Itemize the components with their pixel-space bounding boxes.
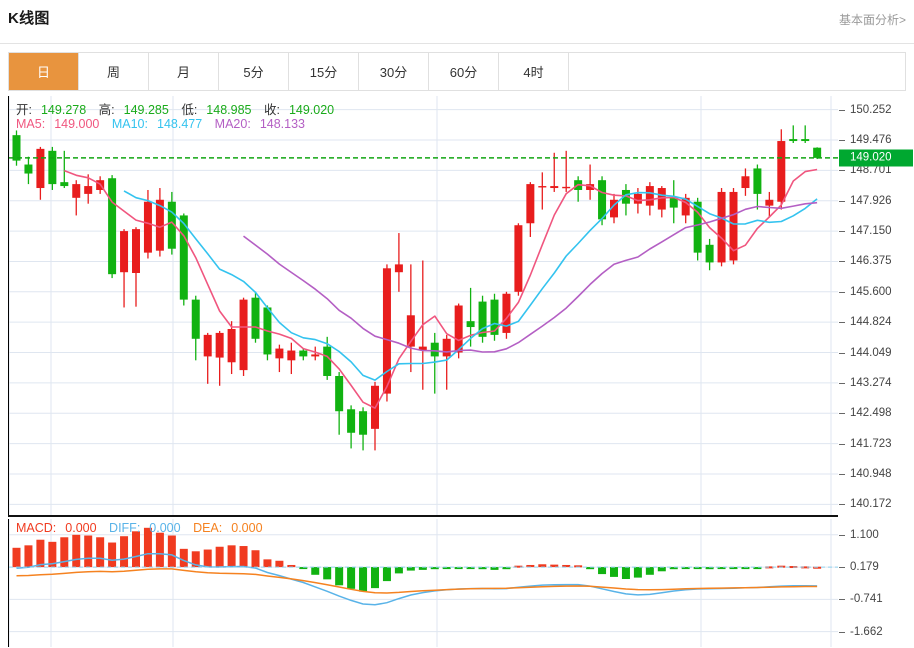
- price-axis-label: 140.948: [850, 467, 892, 480]
- fundamental-analysis-link[interactable]: 基本面分析>: [838, 13, 906, 27]
- axis-tick: [839, 109, 845, 111]
- axis-tick: [839, 322, 845, 324]
- axis-tick: [839, 534, 845, 536]
- macd-chart[interactable]: [8, 519, 838, 647]
- page-header: K线图 基本面分析>: [0, 0, 914, 44]
- price-axis-label: 146.375: [850, 255, 892, 268]
- axis-tick: [839, 631, 845, 633]
- macd-axis-label: -0.741: [850, 593, 883, 606]
- tab-bar-filler: [569, 53, 905, 90]
- axis-tick: [839, 140, 845, 141]
- header-divider: [0, 43, 914, 44]
- axis-tick: [839, 200, 845, 202]
- page-title: K线图: [8, 10, 50, 27]
- price-axis-label: 147.926: [850, 194, 892, 207]
- axis-tick: [839, 291, 845, 293]
- price-axis-label: 142.498: [850, 407, 892, 420]
- price-axis-label: 144.049: [850, 346, 892, 359]
- tab-5[interactable]: 30分: [359, 53, 429, 90]
- axis-tick: [839, 352, 845, 354]
- axis-tick: [839, 599, 845, 601]
- macd-axis-label: 0.179: [850, 561, 879, 574]
- macd-axis-label: -1.662: [850, 625, 883, 638]
- price-axis-label: 143.274: [850, 376, 892, 389]
- tab-6[interactable]: 60分: [429, 53, 499, 90]
- price-axis-label: 145.600: [850, 285, 892, 298]
- period-tab-bar: 日周月 5分 15分 30分 60分 4时: [8, 52, 906, 91]
- macd-axis: 1.100 0.179 -0.741 -1.662: [838, 519, 914, 647]
- tab-4[interactable]: 15分: [289, 53, 359, 90]
- price-axis-label: 144.824: [850, 316, 892, 329]
- axis-tick: [839, 443, 845, 445]
- price-axis-label: 149.476: [850, 134, 892, 146]
- price-axis-label: 150.252: [850, 103, 892, 116]
- axis-tick: [839, 567, 845, 569]
- pane-divider: [8, 515, 838, 517]
- tab-2[interactable]: 月: [149, 53, 219, 90]
- axis-tick: [839, 231, 845, 233]
- axis-tick: [839, 382, 845, 384]
- price-axis: 150.252 149.476 148.701 147.926 147.150 146.3…: [838, 96, 914, 515]
- price-axis-label: 141.723: [850, 437, 892, 450]
- axis-tick: [839, 170, 845, 172]
- tab-7[interactable]: 4时: [499, 53, 569, 90]
- price-axis-label: 140.172: [850, 498, 892, 511]
- current-price-tag: 149.020: [839, 149, 913, 167]
- axis-tick: [839, 413, 845, 415]
- candlestick-chart[interactable]: [8, 96, 838, 515]
- tab-1[interactable]: 周: [79, 53, 149, 90]
- axis-tick: [839, 504, 845, 506]
- tab-3[interactable]: 5分: [219, 53, 289, 90]
- axis-tick: [839, 261, 845, 263]
- price-axis-label: 148.701: [850, 164, 892, 177]
- price-axis-label: 147.150: [850, 225, 892, 238]
- axis-tick: [839, 473, 845, 475]
- macd-axis-label: 1.100: [850, 528, 879, 541]
- tab-0[interactable]: 日: [9, 53, 79, 90]
